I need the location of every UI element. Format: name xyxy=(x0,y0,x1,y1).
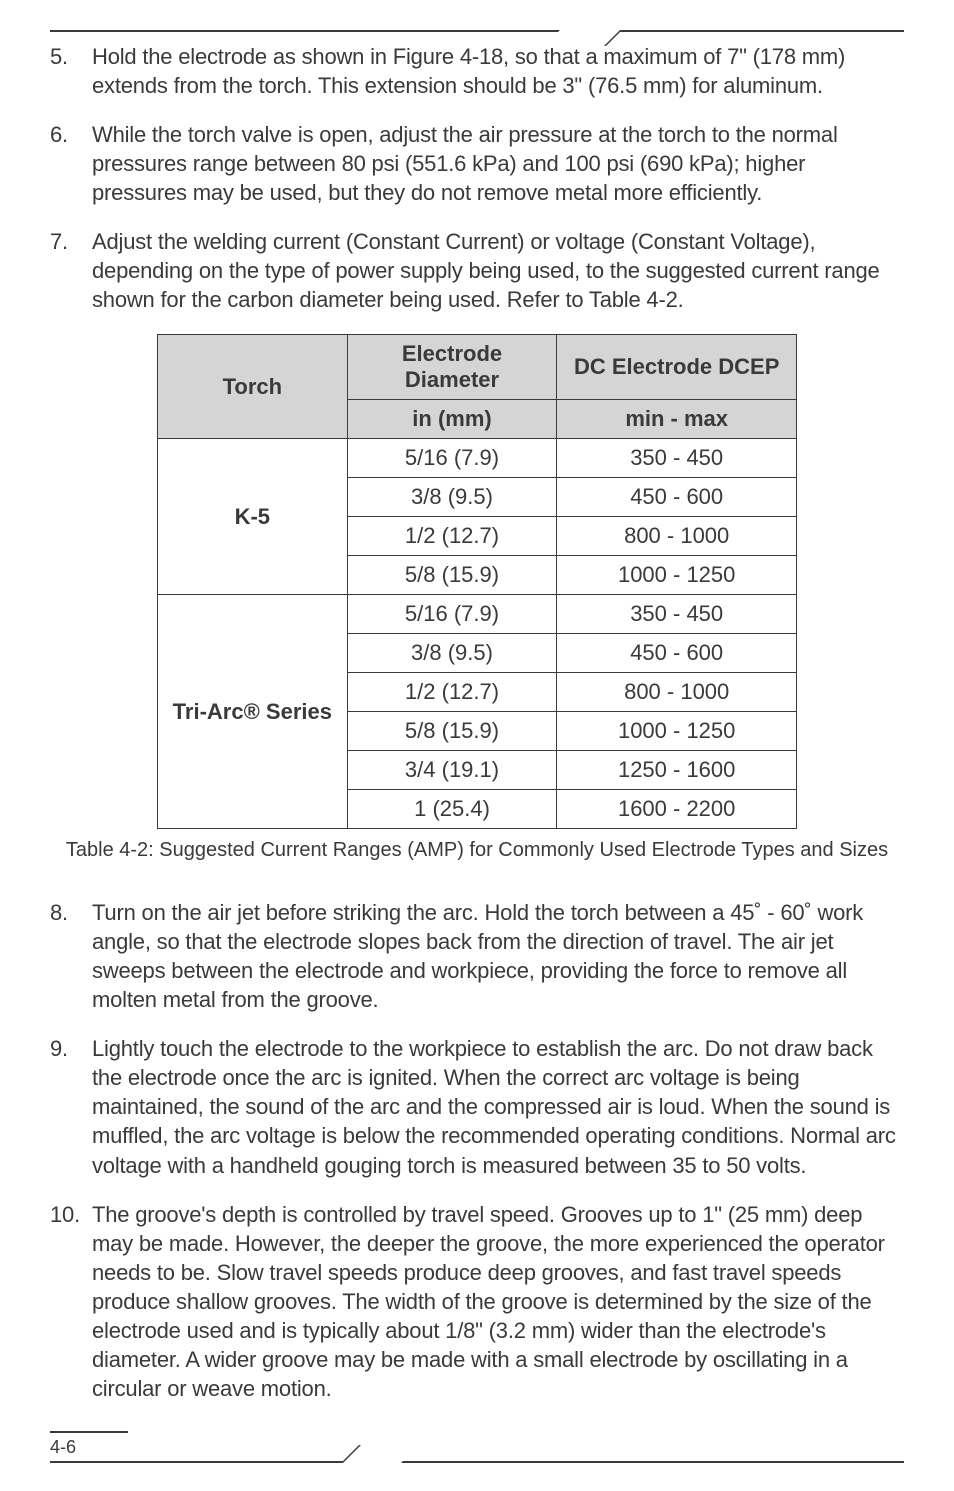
cell-diameter: 3/8 (9.5) xyxy=(347,478,557,517)
cell-range: 1600 - 2200 xyxy=(557,790,797,829)
page-number: 4-6 xyxy=(50,1437,76,1458)
cell-diameter: 5/8 (15.9) xyxy=(347,556,557,595)
list-item: While the torch valve is open, adjust th… xyxy=(50,120,904,207)
cell-diameter: 1 (25.4) xyxy=(347,790,557,829)
header-minmax: min - max xyxy=(557,400,797,439)
instruction-list-2: Turn on the air jet before striking the … xyxy=(50,898,904,1403)
header-torch: Torch xyxy=(158,335,348,439)
footer: 4-6 xyxy=(50,1431,904,1471)
torch-cell-triarc: Tri-Arc® Series xyxy=(158,595,348,829)
top-rule xyxy=(50,30,904,32)
header-inmm: in (mm) xyxy=(347,400,557,439)
cell-range: 450 - 600 xyxy=(557,634,797,673)
cell-range: 1250 - 1600 xyxy=(557,751,797,790)
list-item: Hold the electrode as shown in Figure 4-… xyxy=(50,42,904,100)
list-item: Adjust the welding current (Constant Cur… xyxy=(50,227,904,314)
cell-range: 350 - 450 xyxy=(557,595,797,634)
cell-diameter: 5/16 (7.9) xyxy=(347,595,557,634)
cell-range: 1000 - 1250 xyxy=(557,556,797,595)
cell-range: 1000 - 1250 xyxy=(557,712,797,751)
cell-diameter: 1/2 (12.7) xyxy=(347,673,557,712)
header-electrode: Electrode Diameter xyxy=(347,335,557,400)
instruction-list-1: Hold the electrode as shown in Figure 4-… xyxy=(50,42,904,314)
torch-cell-k5: K-5 xyxy=(158,439,348,595)
cell-range: 350 - 450 xyxy=(557,439,797,478)
footer-rule-long xyxy=(50,1461,904,1463)
cell-diameter: 5/16 (7.9) xyxy=(347,439,557,478)
cell-diameter: 5/8 (15.9) xyxy=(347,712,557,751)
cell-diameter: 3/8 (9.5) xyxy=(347,634,557,673)
table-container: Torch Electrode Diameter DC Electrode DC… xyxy=(50,334,904,829)
header-dcep: DC Electrode DCEP xyxy=(557,335,797,400)
cell-range: 450 - 600 xyxy=(557,478,797,517)
cell-diameter: 3/4 (19.1) xyxy=(347,751,557,790)
footer-rule-short xyxy=(50,1431,128,1433)
cell-range: 800 - 1000 xyxy=(557,517,797,556)
table-caption: Table 4-2: Suggested Current Ranges (AMP… xyxy=(50,839,904,862)
list-item: Lightly touch the electrode to the workp… xyxy=(50,1034,904,1179)
cell-range: 800 - 1000 xyxy=(557,673,797,712)
list-item: The groove's depth is controlled by trav… xyxy=(50,1200,904,1403)
cell-diameter: 1/2 (12.7) xyxy=(347,517,557,556)
electrode-table: Torch Electrode Diameter DC Electrode DC… xyxy=(157,334,797,829)
list-item: Turn on the air jet before striking the … xyxy=(50,898,904,1014)
